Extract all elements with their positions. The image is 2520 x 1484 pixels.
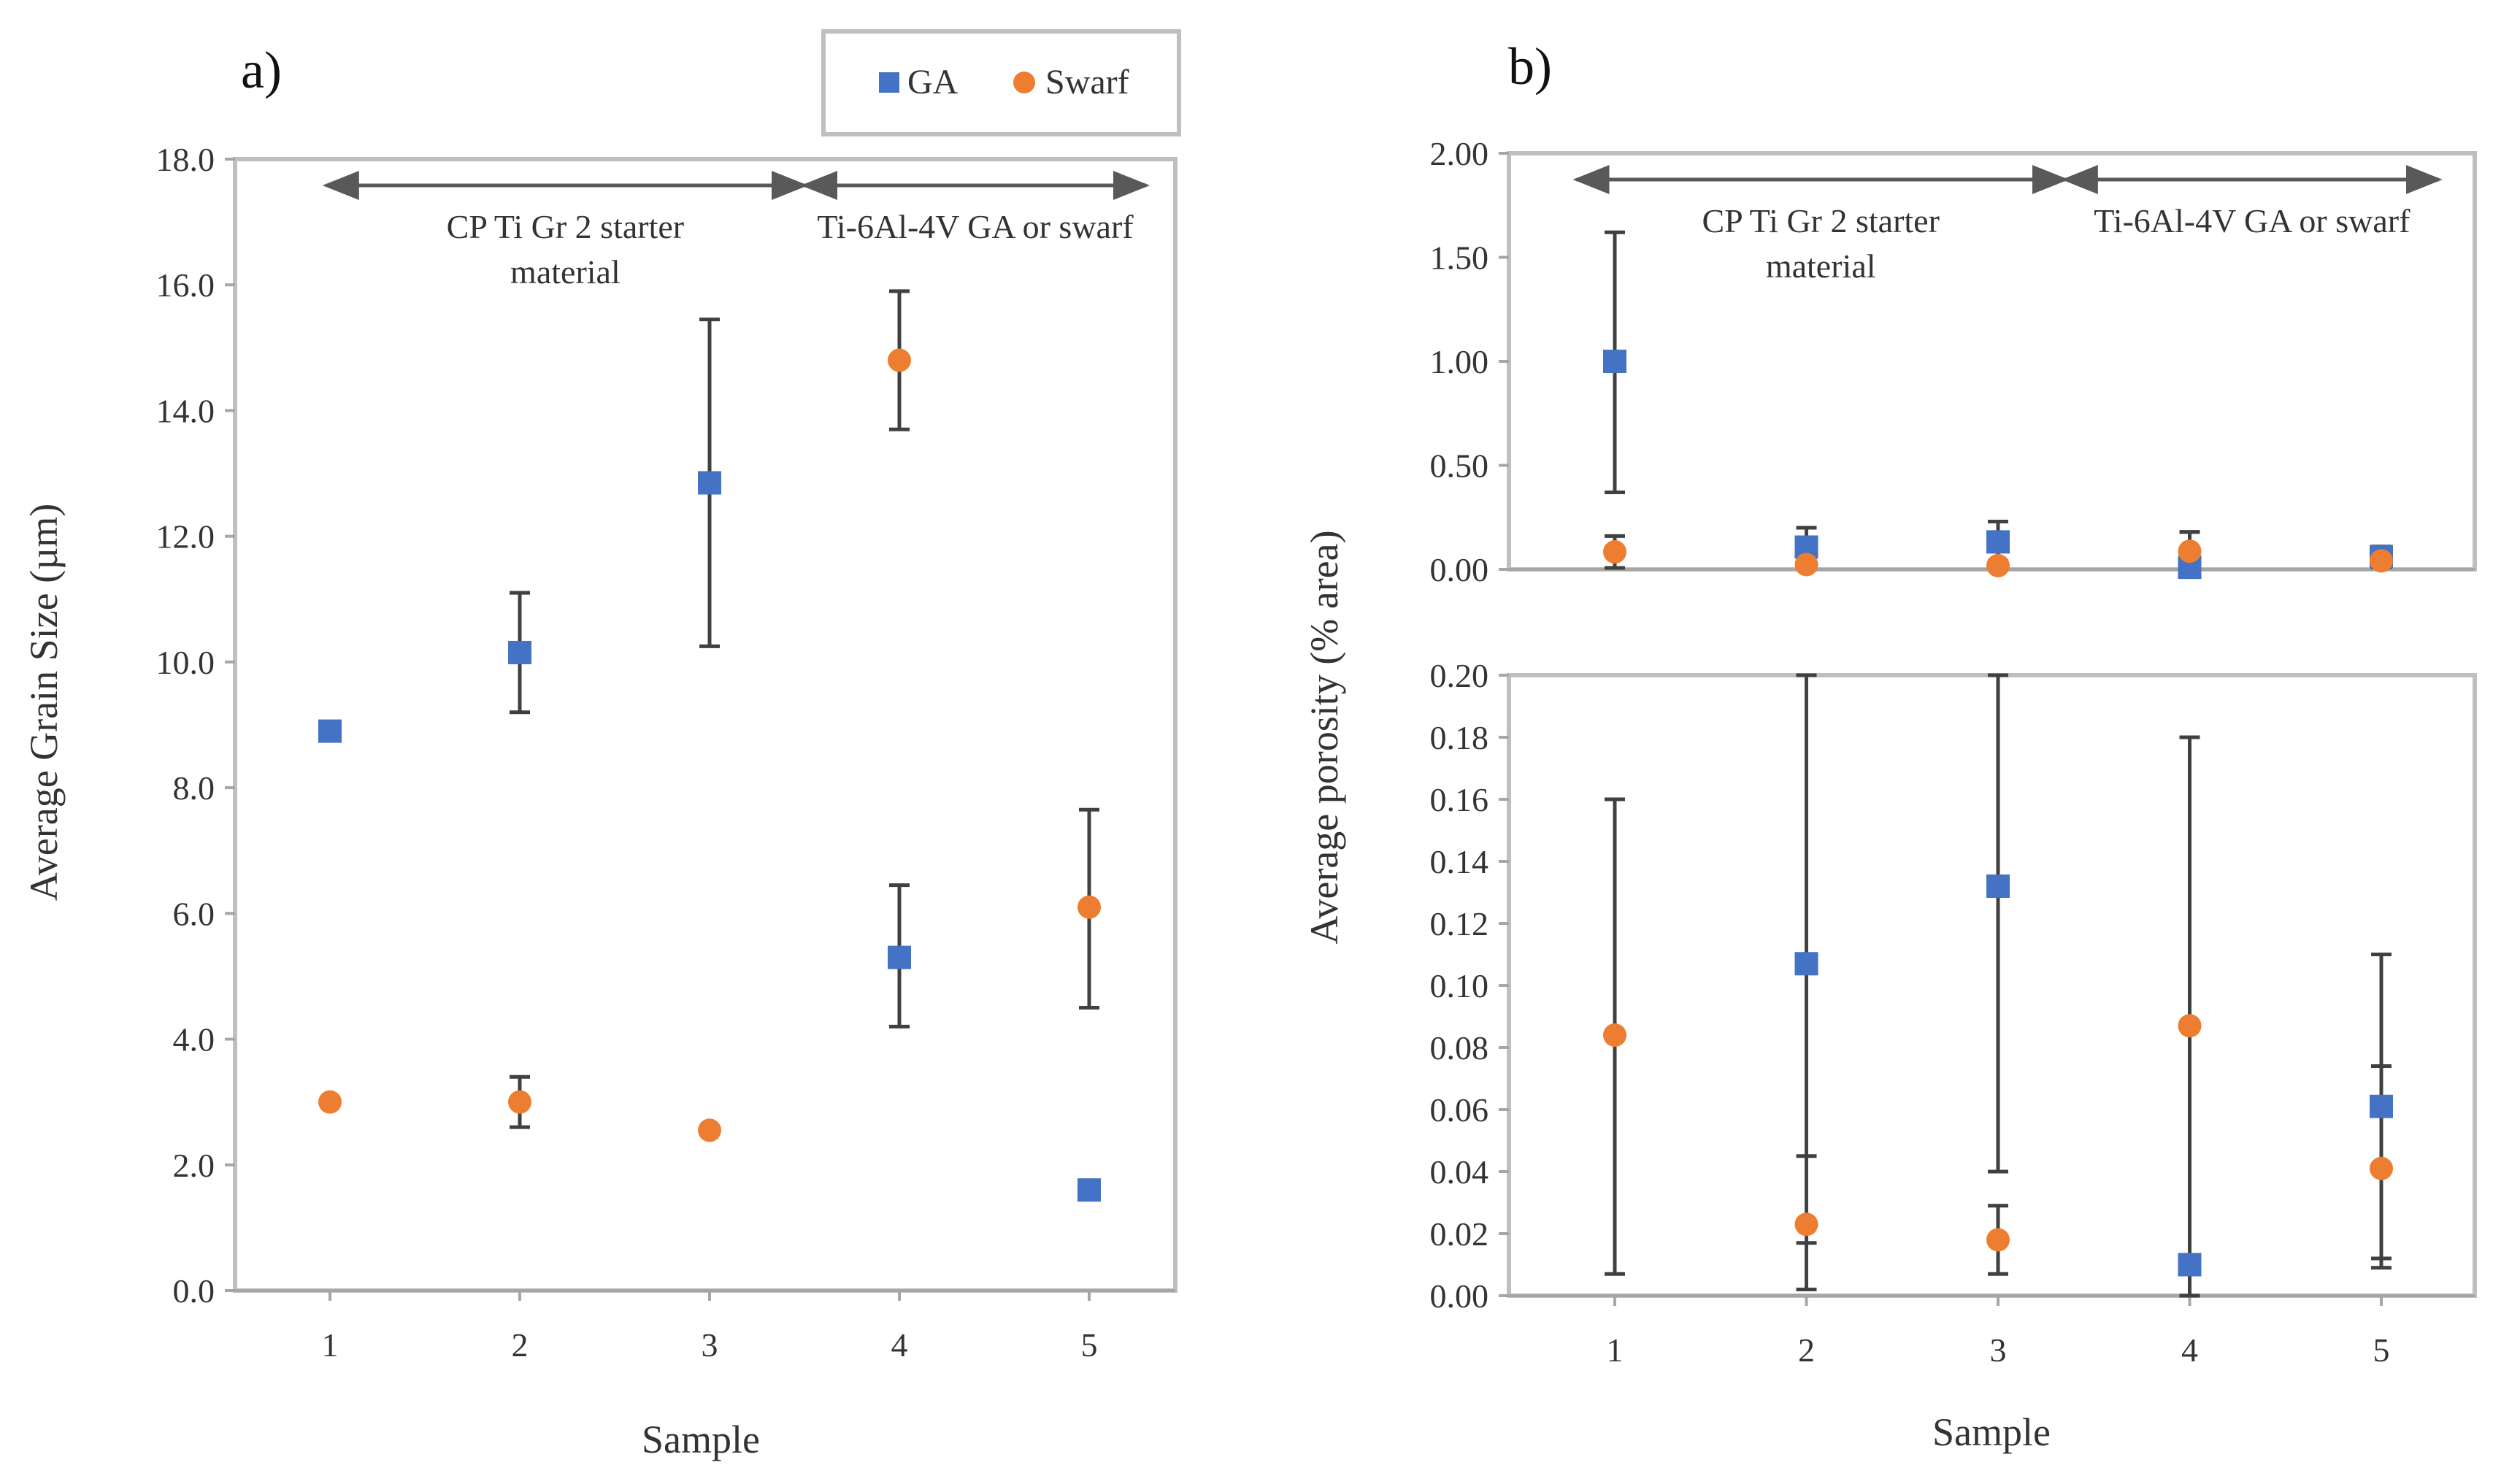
panel-a-y-tick-label: 10.0 [156, 644, 215, 681]
panel-b-top-swarf-point [2370, 549, 2393, 573]
panel-b-bottom-x-tick-label: 1 [1607, 1331, 1624, 1369]
panel-b-bottom-x-tick-label: 4 [2181, 1331, 2198, 1369]
panel-b-error-bars [1605, 230, 2392, 1298]
panel-b-bottom-swarf-point [2178, 1014, 2202, 1038]
panel-b-bottom-x-tick-label: 3 [1990, 1331, 2007, 1369]
panel-b-bottom-y-tick-label: 0.20 [1430, 657, 1489, 694]
panel-b-bottom-ga-point [1794, 952, 1818, 976]
panel-a-ga-point [888, 945, 911, 969]
panel-a-y-tick-label: 6.0 [173, 895, 215, 932]
panel-a-swarf-point [318, 1090, 342, 1114]
panel-a-y-tick-label: 18.0 [156, 141, 215, 178]
panel-a-y-tick-label: 12.0 [156, 518, 215, 555]
panel-b-top-y-tick-label: 1.00 [1430, 343, 1489, 380]
panel-b-bottom-ga-point [2370, 1094, 2393, 1118]
panel-b-top-swarf-point [1986, 553, 2010, 577]
panel-a-y-axis-title: Average Grain Size (µm) [22, 504, 66, 901]
panel-a-swarf-point [1077, 895, 1101, 919]
panel-b-top-ga-point [1603, 350, 1626, 373]
panel-b-top-swarf-point [1603, 540, 1626, 564]
panel-a-y-tick-label: 4.0 [173, 1021, 215, 1058]
panel-a-x-tick-label: 3 [702, 1326, 718, 1364]
panel-b-bottom-ga-point [1986, 874, 2010, 898]
panel-b-y-axis-title: Average porosity (% area) [1302, 530, 1346, 944]
panel-b-bottom-y-tick-label: 0.10 [1430, 967, 1489, 1004]
panel-b-bottom-x-tick-label: 2 [1798, 1331, 1815, 1369]
panel-a-x-tick-label: 2 [512, 1326, 529, 1364]
legend-swarf-label: Swarf [1045, 63, 1129, 101]
panel-a-region-label: Ti-6Al-4V GA or swarf [817, 208, 1134, 245]
panel-b-top-y-tick-label: 2.00 [1430, 135, 1489, 172]
panel-b-bottom-swarf-point [1603, 1023, 1626, 1047]
panel-b-annotations: CP Ti Gr 2 starter material Ti-6Al-4V GA o… [1572, 165, 2443, 285]
panel-b-top-y-tick-label: 1.50 [1430, 239, 1489, 277]
panel-b-bottom-y-tick-label: 0.02 [1430, 1215, 1489, 1253]
panel-b-bottom-y-tick-label: 0.12 [1430, 905, 1489, 942]
legend-ga-label: GA [907, 63, 959, 101]
panel-b-x-axis-title: Sample [1932, 1410, 2051, 1454]
panel-a-y-tick-label: 8.0 [173, 769, 215, 807]
panel-b-bottom-x-tick-label: 5 [2373, 1331, 2390, 1369]
panel-a-swarf-point [698, 1118, 721, 1142]
panel-a-y-tick-label: 0.0 [173, 1272, 215, 1310]
panel-a-region-label: material [510, 253, 621, 291]
panel-b-axes: 0.00 0.50 1.00 1.50 2.00 0.00 0.02 0.04 0.06 0.08… [1430, 135, 2475, 1369]
panel-b-bottom-plot-frame [1507, 673, 2477, 1298]
panel-a-swarf-point [888, 348, 911, 372]
panel-a-x-tick-label: 1 [322, 1326, 339, 1364]
panel-a-swarf-point [508, 1090, 531, 1114]
panel-a-x-tick-label: 5 [1081, 1326, 1098, 1364]
panel-b-top-y-tick-label: 0.50 [1430, 447, 1489, 485]
panel-b-bottom-swarf-point [2370, 1156, 2393, 1180]
panel-b-top-swarf-point [2178, 539, 2202, 564]
panel-b-top-region-label: material [1766, 247, 1876, 285]
panel-a: a) 0.0 2.0 4.0 6.0 8.0 10.0 12.0 14.0 16.0 18.0 1 2… [22, 41, 1178, 1461]
panel-b: b) 0.000.501.001.502.000.000.020.040.060… [1302, 37, 2477, 1454]
panel-a-label: a) [241, 41, 282, 99]
panel-a-x-tick-label: 4 [891, 1326, 908, 1364]
panel-b-bottom-y-tick-label: 0.00 [1430, 1277, 1489, 1315]
legend-swarf-marker [1013, 72, 1035, 93]
panel-b-top-y-tick-label: 0.00 [1430, 551, 1489, 588]
panel-b-bottom-y-tick-label: 0.18 [1430, 719, 1489, 756]
panel-b-top-ga-point [1986, 530, 2010, 554]
panel-a-y-tick-label: 2.0 [173, 1147, 215, 1184]
panel-b-data-points [1603, 350, 2393, 1277]
panel-a-ga-point [1077, 1178, 1101, 1202]
panel-a-y-tick-label: 14.0 [156, 392, 215, 429]
panel-b-bottom-swarf-point [1794, 1212, 1818, 1237]
legend-ga-marker [879, 72, 899, 93]
panel-a-y-tick-label: 16.0 [156, 266, 215, 304]
panel-b-top-region-label: Ti-6Al-4V GA or swarf [2094, 202, 2410, 239]
panel-b-top-region-label: CP Ti Gr 2 starter [1702, 202, 1939, 239]
panel-b-bottom-y-tick-label: 0.14 [1430, 843, 1489, 880]
panel-a-x-axis-title: Sample [642, 1418, 760, 1461]
panel-a-region-label: CP Ti Gr 2 starter [447, 208, 684, 245]
panel-b-bottom-ga-point [2178, 1253, 2202, 1277]
legend: GA Swarf [821, 29, 1181, 137]
panel-a-data-points [318, 348, 1101, 1202]
panel-a-axes: 0.0 2.0 4.0 6.0 8.0 10.0 12.0 14.0 16.0 18.0 1 2 3 4 5 [156, 141, 1175, 1364]
panel-a-error-bars [510, 289, 1099, 1129]
panel-b-bottom-swarf-point [1986, 1228, 2010, 1252]
panel-b-bottom-y-tick-label: 0.08 [1430, 1029, 1489, 1066]
panel-a-ga-point [318, 719, 342, 743]
panel-a-annotations: CP Ti Gr 2 starter material Ti-6Al-4V GA o… [322, 171, 1150, 291]
panel-a-ga-point [508, 640, 531, 664]
panel-b-bottom-y-tick-label: 0.16 [1430, 781, 1489, 818]
panel-b-top-swarf-point [1794, 553, 1818, 577]
panel-b-bottom-y-tick-label: 0.06 [1430, 1091, 1489, 1129]
panel-a-ga-point [698, 471, 721, 495]
panel-b-bottom-y-tick-label: 0.04 [1430, 1153, 1489, 1191]
panel-b-label: b) [1508, 37, 1552, 96]
